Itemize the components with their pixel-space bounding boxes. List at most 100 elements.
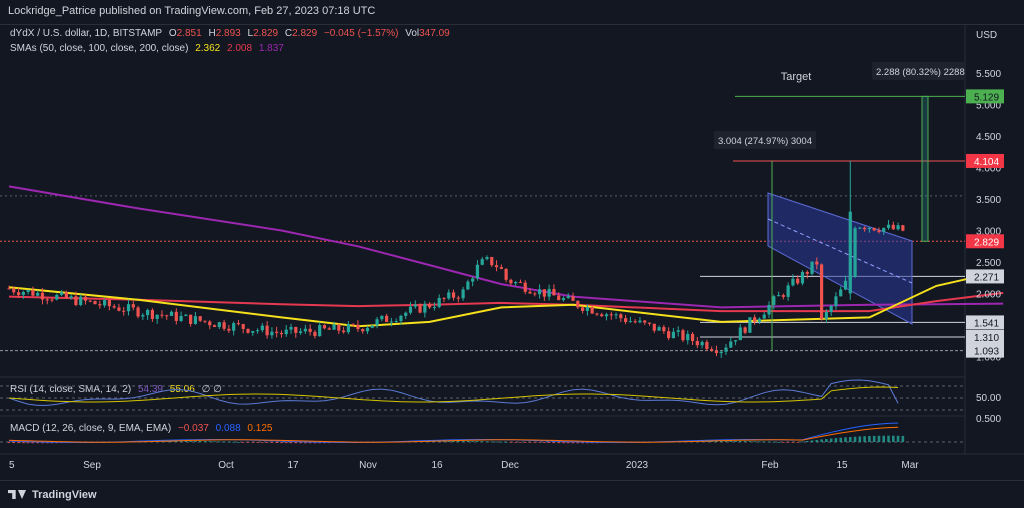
candle-body — [428, 303, 432, 308]
macd-hist-bar — [308, 442, 312, 444]
candle-body — [461, 289, 465, 299]
rsi-label[interactable]: RSI (14, close, SMA, 14, 2) — [10, 384, 132, 395]
candle-body — [404, 312, 408, 316]
price-label-bg — [966, 315, 1004, 330]
macd-hist-bar — [739, 440, 742, 442]
sma50-line — [8, 269, 1004, 328]
macd-hist-bar — [41, 442, 44, 444]
tradingview-logo[interactable]: TradingView — [8, 489, 97, 501]
candle-body — [322, 325, 327, 329]
measure-box-1 — [714, 131, 816, 149]
candle-body — [557, 295, 561, 301]
candle-body — [236, 323, 241, 325]
candle-body — [193, 316, 198, 324]
macd-hist-bar — [858, 436, 862, 442]
candle-body — [36, 292, 40, 296]
macd-hist-bar — [251, 442, 255, 443]
price-label: 4.104 — [974, 157, 999, 168]
rsi-sma-line — [8, 386, 899, 403]
volume-value: 347.09 — [419, 28, 450, 39]
candle-body — [174, 311, 178, 321]
macd-hist-bar — [882, 435, 886, 442]
macd-hist-bar — [270, 442, 274, 443]
candle-body — [112, 306, 116, 308]
candle-body — [805, 271, 809, 274]
candle-body — [275, 331, 279, 333]
price-label: 2.829 — [974, 237, 999, 248]
symbol-legend: dYdX / U.S. dollar, 1D, BITSTAMP O2.851 … — [10, 28, 454, 39]
macd-hist-bar — [452, 440, 455, 442]
time-label: 17 — [287, 460, 299, 471]
macd-hist-bar — [227, 441, 231, 443]
price-label-bg — [966, 89, 1004, 104]
candle-body — [652, 323, 656, 331]
candle-body — [657, 327, 661, 331]
candle-body — [298, 331, 303, 333]
candle-body — [208, 321, 212, 326]
candle-body — [796, 278, 800, 284]
candle-body — [294, 327, 298, 333]
axis-currency: USD — [976, 30, 997, 41]
rsi-pane — [0, 379, 965, 411]
time-label: 2023 — [626, 460, 649, 471]
time-label: Dec — [501, 460, 519, 471]
macd-hist-bar — [815, 439, 819, 442]
candle-body — [858, 227, 862, 229]
macd-hist-bar — [758, 441, 761, 443]
macd-label[interactable]: MACD (12, 26, close, 9, EMA, EMA) — [10, 423, 172, 434]
symbol-name[interactable]: dYdX / U.S. dollar, 1D, BITSTAMP — [10, 28, 163, 39]
measure-box-2 — [872, 62, 966, 80]
macd-hist-bar — [834, 438, 838, 442]
time-label: Oct — [218, 460, 234, 471]
time-label: Feb — [761, 460, 779, 471]
candle-body — [647, 322, 652, 324]
rsi-extra: ∅ ∅ — [201, 384, 222, 395]
candle-body — [581, 307, 585, 311]
candle-body — [241, 324, 245, 329]
candle-body — [619, 314, 623, 319]
open-label: O — [168, 28, 177, 39]
price-label-bg — [966, 234, 1004, 249]
candle-body — [184, 314, 188, 316]
price-chart[interactable]: Target 3.004 (274.97%) 3004 2.288 (80.32%)… — [0, 0, 1024, 480]
candle-body — [561, 298, 566, 301]
time-label: Sep — [83, 460, 101, 471]
price-label-bg — [966, 153, 1004, 168]
sma200-line — [8, 185, 1004, 309]
candle-body — [356, 324, 360, 330]
candle-body — [399, 315, 403, 322]
candle-body — [222, 322, 226, 329]
candle-body — [882, 227, 886, 232]
candle-body — [447, 292, 451, 299]
candle-body — [289, 327, 293, 330]
candle-body — [246, 328, 250, 333]
candle-body — [628, 321, 632, 323]
high-label: H — [208, 28, 216, 39]
candle-body — [757, 318, 762, 322]
macd-hist-bar — [801, 441, 804, 443]
macd-hist-bar — [241, 442, 245, 443]
candle-body — [31, 290, 35, 296]
macd-hist-bar — [576, 442, 580, 444]
macd-hist-bar — [299, 442, 302, 444]
close-label: C — [284, 28, 293, 39]
candle-body — [45, 299, 49, 301]
low-value: 2.829 — [253, 28, 279, 39]
rsi-tick: 50.00 — [976, 393, 1001, 404]
candle-body — [776, 295, 781, 297]
measure-text-1: 3.004 (274.97%) 3004 — [718, 136, 812, 147]
candle-body — [514, 282, 518, 284]
candle-body — [643, 320, 647, 323]
candle-body — [146, 309, 150, 316]
channel-fill — [767, 192, 913, 325]
macd-hist-bar — [22, 442, 25, 444]
candle-body — [863, 227, 867, 230]
sma-label[interactable]: SMAs (50, close, 100, close, 200, close) — [10, 43, 189, 54]
candle-body — [820, 264, 824, 319]
macd-hist-bar — [734, 440, 737, 442]
candle-body — [839, 289, 843, 297]
candle-body — [547, 288, 551, 297]
candle-body — [103, 300, 107, 306]
price-tick: 2.000 — [976, 290, 1001, 301]
candle-body — [518, 282, 523, 284]
